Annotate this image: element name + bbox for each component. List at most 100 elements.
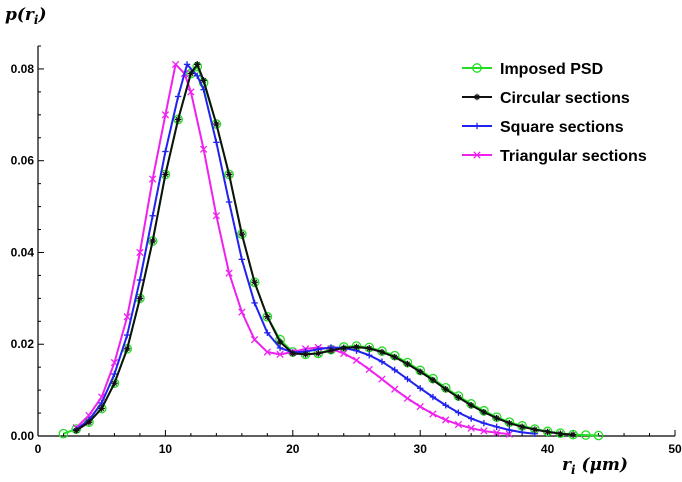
x-tick-label: 40 — [541, 442, 555, 456]
data-point — [225, 269, 233, 277]
data-point — [404, 375, 411, 383]
x-mark-d2 — [429, 410, 437, 418]
data-point — [251, 279, 258, 286]
legend-item-square-sections: Square sections — [462, 119, 624, 136]
data-point — [353, 343, 360, 351]
data-point — [506, 426, 513, 434]
data-point — [276, 338, 284, 346]
data-point — [340, 349, 348, 358]
x-mark-d2 — [365, 365, 373, 374]
data-point — [416, 402, 424, 411]
legend-label: Circular sections — [500, 90, 630, 107]
data-point — [455, 409, 462, 416]
data-point — [403, 394, 412, 403]
x-mark-d2 — [378, 375, 386, 383]
star-mark-d2 — [111, 380, 118, 386]
data-point — [454, 420, 463, 429]
data-point — [480, 419, 488, 427]
x-mark-d2 — [250, 335, 259, 344]
x-mark-d2 — [171, 60, 180, 69]
data-point — [98, 405, 105, 412]
x-mark-d2 — [238, 308, 246, 316]
x-mark-d2 — [225, 269, 233, 277]
x-mark-d2 — [480, 427, 488, 435]
series-circular-sections — [73, 61, 577, 438]
data-point — [251, 299, 258, 307]
star-mark-d2 — [353, 344, 360, 350]
star-mark-d2 — [494, 415, 500, 421]
data-point — [366, 352, 373, 359]
x-mark-d2 — [352, 356, 361, 364]
data-point — [200, 77, 207, 84]
x-mark-d2 — [149, 175, 157, 183]
star-mark-d2 — [341, 345, 347, 351]
data-point — [238, 256, 246, 263]
x-mark-d2 — [199, 145, 208, 153]
data-point — [162, 171, 169, 178]
data-point — [123, 345, 131, 353]
data-point — [276, 350, 284, 358]
star-mark-d2 — [137, 295, 143, 301]
star-mark-d2 — [239, 231, 245, 237]
x-axis-title: ri (μm) — [562, 455, 628, 477]
data-point — [417, 385, 424, 392]
x-mark-d2 — [187, 88, 195, 96]
data-point — [187, 88, 195, 96]
x-mark-d2 — [505, 430, 514, 438]
data-point — [391, 353, 398, 361]
data-point — [352, 356, 361, 364]
data-point — [417, 368, 424, 375]
x-axis-label: ri (μm) — [562, 455, 628, 477]
star-mark-d2 — [99, 405, 105, 412]
series-group — [58, 60, 604, 441]
data-point — [171, 60, 180, 69]
x-mark-d2 — [340, 349, 348, 358]
data-point — [199, 145, 208, 153]
y-tick-label: 0.00 — [11, 429, 35, 443]
data-point — [473, 122, 481, 130]
data-point — [238, 308, 246, 316]
data-point — [473, 93, 481, 101]
data-point — [213, 139, 220, 146]
data-point — [73, 427, 80, 434]
star-mark-d2 — [366, 345, 372, 351]
star-mark-d2 — [150, 238, 156, 244]
star-mark-d2 — [392, 354, 398, 360]
data-point — [442, 416, 450, 424]
legend-item-imposed-psd: Imposed PSD — [462, 61, 603, 78]
data-point — [85, 419, 93, 426]
data-point — [569, 431, 577, 438]
x-tick-label: 20 — [286, 442, 300, 456]
star-mark-d2 — [201, 77, 207, 84]
star-mark-d2 — [519, 424, 525, 430]
legend-label: Imposed PSD — [500, 61, 603, 78]
data-point — [544, 428, 551, 436]
data-point — [518, 429, 526, 436]
x-tick-label: 50 — [668, 442, 682, 456]
data-point — [340, 344, 347, 352]
data-point — [467, 402, 475, 409]
data-point — [593, 430, 604, 441]
star-mark-d2 — [468, 402, 474, 408]
data-point — [264, 313, 271, 320]
star-mark-d2 — [213, 121, 219, 127]
legend-item-circular-sections: Circular sections — [462, 90, 630, 107]
data-point — [111, 380, 118, 387]
data-point — [391, 366, 398, 374]
data-point — [493, 423, 500, 431]
y-axis-label: p(ri) — [5, 5, 47, 27]
data-point — [391, 385, 399, 393]
star-mark-d2 — [188, 70, 194, 77]
x-mark-d2 — [212, 212, 221, 220]
star-mark-d2 — [315, 350, 321, 357]
data-point — [249, 277, 260, 288]
series-line — [75, 63, 535, 435]
data-point — [378, 358, 386, 365]
data-point — [123, 313, 131, 321]
data-point — [442, 386, 449, 393]
data-point — [429, 410, 437, 418]
x-tick-label: 0 — [35, 442, 42, 456]
series-triangular-sections — [72, 60, 514, 438]
data-point — [289, 350, 296, 357]
